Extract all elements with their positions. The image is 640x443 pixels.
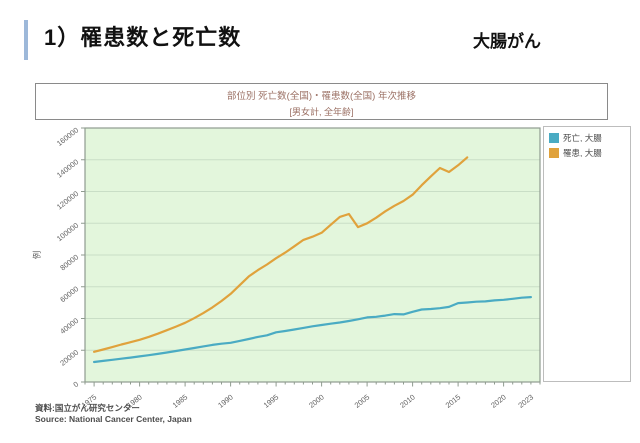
svg-text:0: 0 <box>71 379 80 389</box>
chart-subtitle: [男女計, 全年齢] <box>289 107 354 117</box>
source-en: Source: National Cancer Center, Japan <box>35 414 192 424</box>
svg-text:160000: 160000 <box>55 125 80 148</box>
chart-series-line <box>92 156 469 353</box>
line-chart: 1975 1980 1985 1990 1995 2000 2005 2010 2015 2020… <box>32 125 541 410</box>
svg-text:60000: 60000 <box>58 284 80 304</box>
svg-text:2020: 2020 <box>489 392 508 409</box>
svg-text:140000: 140000 <box>55 157 80 180</box>
chart-legend: 死亡, 大腸 罹患, 大腸 <box>543 126 631 382</box>
title-accent-bar <box>24 20 28 60</box>
svg-text:1995: 1995 <box>262 392 281 409</box>
legend-item-death: 死亡, 大腸 <box>549 132 630 144</box>
svg-text:2023: 2023 <box>516 392 535 409</box>
svg-text:20000: 20000 <box>58 348 80 368</box>
svg-text:100000: 100000 <box>55 221 80 244</box>
svg-text:2010: 2010 <box>398 392 417 409</box>
chart-series-line <box>92 296 532 364</box>
svg-text:2015: 2015 <box>444 392 463 409</box>
cancer-type-label: 大腸がん <box>473 32 541 51</box>
svg-text:2000: 2000 <box>307 392 326 409</box>
page-title: 1）罹患数と死亡数 <box>44 25 242 50</box>
svg-text:1990: 1990 <box>216 392 235 409</box>
legend-label-incidence: 罹患, 大腸 <box>563 148 602 158</box>
svg-text:40000: 40000 <box>58 316 80 336</box>
chart-title-box: 部位別 死亡数(全国)・罹患数(全国) 年次推移 [男女計, 全年齢] <box>35 83 608 120</box>
source-note: 資料:国立がん研究センター Source: National Cancer Ce… <box>35 403 192 425</box>
death-series-swatch-icon <box>549 133 559 143</box>
legend-label-death: 死亡, 大腸 <box>563 133 602 143</box>
svg-text:2005: 2005 <box>353 392 372 409</box>
legend-item-incidence: 罹患, 大腸 <box>549 147 630 159</box>
y-axis-labels: 0 20000 40000 60000 80000 100000 120000 140000 1… <box>55 125 80 389</box>
incidence-series-swatch-icon <box>549 148 559 158</box>
svg-text:120000: 120000 <box>55 189 80 212</box>
chart-title: 部位別 死亡数(全国)・罹患数(全国) 年次推移 <box>227 91 416 102</box>
y-axis-ticks <box>81 127 85 383</box>
svg-text:80000: 80000 <box>58 252 80 272</box>
y-axis-title: 例 <box>32 251 42 260</box>
source-ja: 資料:国立がん研究センター <box>35 403 140 413</box>
x-axis-ticks <box>84 382 541 387</box>
